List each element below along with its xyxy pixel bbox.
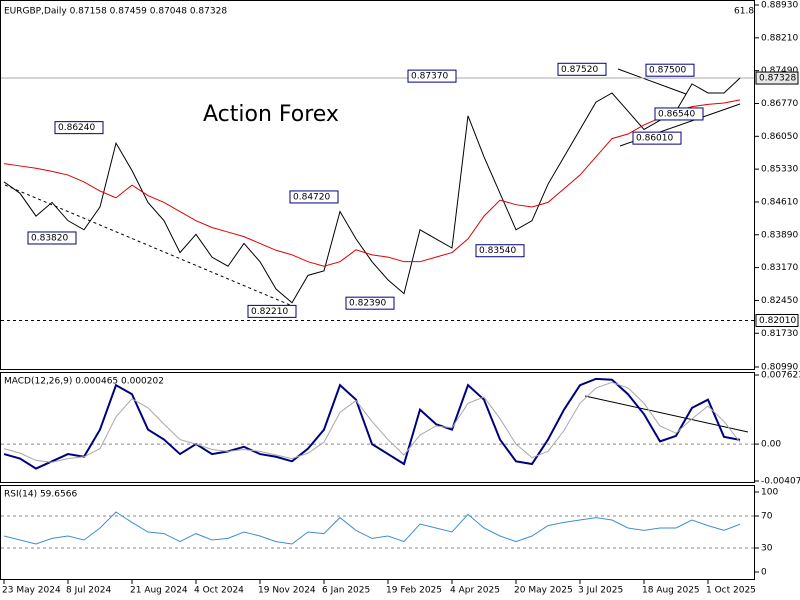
- y-tick-label: 0.85330: [761, 165, 798, 175]
- price-annotation-box: [345, 296, 395, 310]
- level-box: [755, 313, 799, 327]
- price-annotation-box: [632, 131, 682, 145]
- price-annotation-box: [247, 304, 297, 318]
- y-tick-label: 70: [761, 512, 773, 522]
- y-tick-label: 30: [761, 544, 773, 554]
- price-annotation: 0.87520: [561, 65, 598, 75]
- price-annotation: 0.83540: [479, 246, 516, 256]
- price-annotation: 0.86240: [58, 123, 95, 133]
- last-price-box: [755, 71, 799, 85]
- level-label: 0.82010: [759, 316, 796, 326]
- trend-line: [584, 395, 749, 433]
- x-tick-label: 23 May 2024: [2, 586, 61, 596]
- x-tick-label: 3 Jul 2025: [578, 586, 623, 596]
- y-tick-label: 0.86770: [761, 99, 798, 109]
- x-tick-label: 4 Oct 2024: [194, 586, 244, 596]
- price-annotation: 0.84720: [293, 192, 330, 202]
- series-line: [3, 77, 741, 304]
- price-header: EURGBP,Daily 0.87158 0.87459 0.87048 0.8…: [4, 7, 227, 17]
- price-annotation-box: [27, 231, 77, 245]
- y-tick-label: 0.88930: [761, 1, 798, 11]
- price-annotation: 0.82390: [349, 299, 386, 309]
- price-annotation: 0.87370: [411, 72, 448, 82]
- rsi-panel: [0, 485, 755, 580]
- series-line: [3, 511, 741, 545]
- series-line: [3, 381, 741, 463]
- y-tick-label: 0.86050: [761, 132, 798, 142]
- y-tick-label: -0.004073: [761, 477, 800, 487]
- y-tick-label: 0.87490: [761, 66, 798, 76]
- price-annotation: 0.86540: [658, 109, 695, 119]
- x-tick-label: 1 Oct 2025: [706, 586, 756, 596]
- x-tick-label: 8 Jul 2024: [66, 586, 111, 596]
- x-tick-label: 4 Apr 2025: [450, 586, 500, 596]
- price-panel: [0, 0, 755, 370]
- y-tick-label: 0: [761, 568, 767, 578]
- y-tick-label: 0.007623: [761, 371, 800, 381]
- y-tick-label: 0.83890: [761, 230, 798, 240]
- level-text: 61.8: [734, 7, 754, 17]
- price-annotation-box: [654, 107, 704, 121]
- y-tick-label: 0.84610: [761, 197, 798, 207]
- macd-panel: [0, 372, 755, 483]
- trend-line: [617, 68, 687, 95]
- y-tick-label: 0.81730: [761, 329, 798, 339]
- price-annotation-box: [645, 63, 695, 77]
- watermark: Action Forex: [203, 102, 339, 127]
- x-tick-label: 19 Nov 2024: [258, 586, 316, 596]
- price-annotation-box: [407, 69, 457, 83]
- x-tick-label: 21 Aug 2024: [130, 586, 188, 596]
- x-tick-label: 20 May 2025: [514, 586, 573, 596]
- price-annotation: 0.87500: [649, 66, 686, 76]
- price-annotation: 0.86010: [636, 134, 673, 144]
- price-annotation-box: [475, 244, 525, 258]
- y-tick-label: 100: [761, 488, 778, 498]
- price-annotation: 0.82210: [251, 307, 288, 317]
- y-tick-label: 0.83170: [761, 263, 798, 273]
- x-tick-label: 6 Jan 2025: [322, 586, 370, 596]
- x-tick-label: 19 Feb 2025: [386, 586, 442, 596]
- y-tick-label: 0.88210: [761, 33, 798, 43]
- macd-header: MACD(12,26,9) 0.000465 0.000202: [4, 377, 164, 387]
- price-annotation: 0.83820: [31, 233, 68, 243]
- last-price-label: 0.87328: [759, 74, 796, 84]
- y-tick-label: 0.80990: [761, 363, 798, 373]
- price-annotation-box: [289, 190, 339, 204]
- price-annotation-box: [54, 121, 104, 135]
- series-line: [3, 99, 741, 267]
- rsi-header: RSI(14) 59.6566: [4, 490, 77, 500]
- y-tick-label: 0.00: [761, 440, 781, 450]
- price-annotation-box: [557, 62, 607, 76]
- x-tick-label: 18 Aug 2025: [642, 586, 700, 596]
- y-tick-label: 0.82450: [761, 296, 798, 306]
